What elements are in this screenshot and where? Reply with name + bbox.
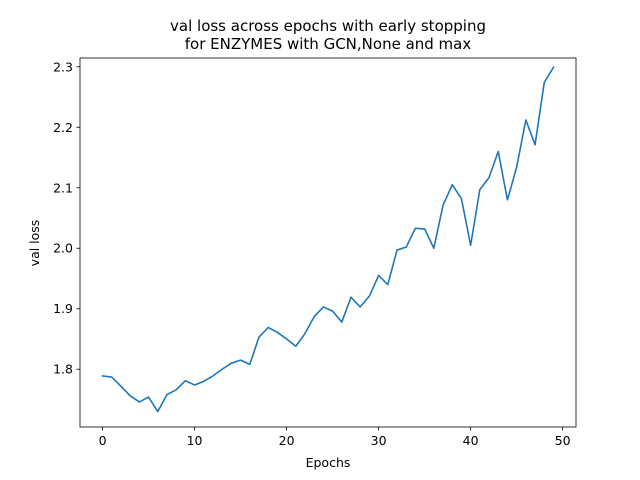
- axes-frame: [79, 57, 577, 428]
- y-axis-ticks: 1.8 1.9 2.0 2.1 2.2 2.3: [53, 59, 80, 377]
- chart-subtitle: for ENZYMES with GCN,None and max: [185, 35, 472, 53]
- val-loss-series-line: [101, 66, 555, 413]
- x-tick-label: 40: [463, 433, 479, 448]
- plot-area: 0 10 20 30 40 50 1.8 1.9 2.0 2.1 2.2 2.3: [53, 57, 577, 448]
- x-tick-label: 0: [99, 433, 107, 448]
- x-tick-label: 30: [371, 433, 387, 448]
- y-tick-label: 2.3: [53, 59, 73, 74]
- x-axis-ticks: 0 10 20 30 40 50: [99, 427, 571, 448]
- y-tick-label: 1.8: [53, 362, 73, 377]
- y-tick-label: 2.0: [53, 241, 73, 256]
- x-tick-label: 50: [555, 433, 571, 448]
- x-axis-label: Epochs: [306, 455, 351, 470]
- y-axis-label: val loss: [27, 220, 42, 267]
- y-tick-label: 2.2: [53, 120, 73, 135]
- y-tick-label: 1.9: [53, 301, 73, 316]
- y-tick-label: 2.1: [53, 180, 73, 195]
- x-tick-label: 20: [279, 433, 295, 448]
- x-tick-label: 10: [187, 433, 203, 448]
- chart-title: val loss across epochs with early stoppi…: [170, 17, 486, 35]
